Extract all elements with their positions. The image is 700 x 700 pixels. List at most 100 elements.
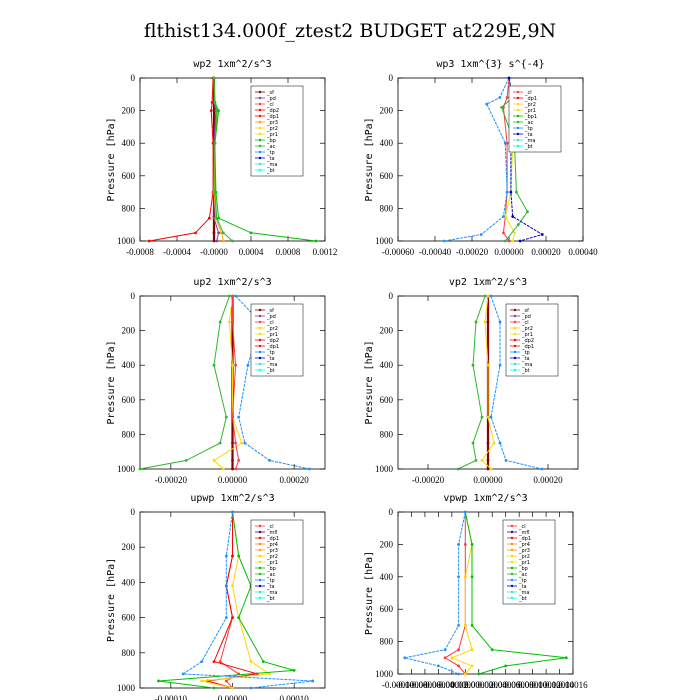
y-tick-label: 600: [380, 395, 394, 405]
series-point: [457, 543, 460, 546]
series-point: [231, 467, 234, 471]
x-tick-label: 0.00000: [218, 475, 248, 485]
x-tick-label: 0.00020: [533, 475, 563, 485]
series-point: [503, 141, 507, 145]
panel-1: wp3 1xm^{3} s^{-4} Pressure [hPa] 0 200 400 6…: [364, 59, 598, 257]
legend-label: _ac: [266, 144, 276, 150]
series-point: [311, 679, 315, 683]
legend-marker: [513, 326, 517, 330]
x-tick-label: 0.00014: [545, 680, 575, 690]
legend-label: _pr4: [518, 542, 530, 548]
legend-label: _dp2: [266, 108, 279, 114]
series-point: [489, 294, 493, 298]
legend-label: _dp1: [266, 344, 279, 350]
series-line-tp: [181, 511, 313, 689]
series-point: [217, 231, 221, 235]
series-point: [308, 467, 311, 471]
series-point: [221, 231, 225, 235]
legend-label: _cl: [524, 90, 532, 96]
legend-label: _dp1: [518, 536, 531, 542]
legend-label: _pr4: [266, 542, 278, 548]
legend-marker: [516, 138, 520, 142]
legend-label: _bp: [266, 566, 276, 572]
series-point: [477, 672, 481, 676]
series-point: [224, 679, 228, 683]
legend-marker: [510, 566, 514, 570]
series-point: [231, 320, 234, 324]
legend-label: _pr2: [521, 326, 533, 332]
legend-marker: [258, 356, 262, 360]
legend-marker: [258, 120, 262, 124]
series-point: [564, 656, 568, 660]
legend-marker: [258, 530, 262, 534]
y-tick-label: 400: [380, 138, 394, 148]
y-tick-label: 0: [131, 73, 136, 83]
series-point: [515, 190, 518, 194]
x-tick-label: -0.0008: [126, 247, 154, 257]
y-axis-label: Pressure [hPa]: [364, 340, 375, 424]
series-point: [443, 648, 447, 652]
legend-label: _ta: [518, 584, 527, 590]
series-line-bp: [464, 511, 567, 675]
panel-5: vpwp 1xm^2/s^3 Pressure [hPa] 0 200 400 600 80…: [364, 493, 588, 690]
y-tick-label: 600: [122, 171, 136, 181]
panel-0: wp2 1xm^2/s^3 Pressure [hPa] 0 200 400 600 800…: [106, 59, 337, 257]
y-tick-label: 0: [389, 291, 394, 301]
y-axis-label: Pressure [hPa]: [364, 117, 375, 201]
legend-label: _dp1: [266, 114, 279, 120]
series-point: [210, 101, 214, 104]
series-point: [450, 656, 454, 660]
series-point: [228, 294, 231, 298]
series-point: [470, 648, 474, 652]
panel-title: wp2 1xm^2/s^3: [193, 59, 271, 70]
series-point: [231, 239, 234, 243]
legend-label: _ac: [524, 120, 534, 126]
legend-label: _dp1: [266, 536, 279, 542]
legend-marker: [258, 114, 262, 118]
series-point: [231, 554, 234, 558]
legend-label: _pr3: [518, 548, 530, 554]
series-point: [503, 239, 507, 243]
legend-label: _bt: [266, 596, 275, 602]
series-point: [489, 415, 493, 419]
series-point: [471, 441, 475, 445]
panel-title: up2 1xm^2/s^3: [193, 277, 271, 288]
y-tick-label: 800: [122, 203, 136, 213]
legend-label: _pr1: [524, 108, 536, 114]
y-tick-label: 1000: [117, 236, 136, 246]
series-point: [486, 441, 490, 445]
legend-marker: [510, 560, 514, 564]
series-point: [212, 660, 216, 663]
series-line-cl: [444, 512, 466, 675]
series-point: [249, 231, 253, 235]
legend-marker: [258, 138, 262, 142]
legend-label: _ma: [524, 138, 535, 144]
series-point: [443, 656, 447, 660]
series-point: [486, 415, 490, 419]
legend-label: _pr2: [266, 554, 278, 560]
series-point: [540, 233, 544, 236]
legend-marker: [258, 590, 262, 594]
panel-title: vpwp 1xm^2/s^3: [443, 493, 527, 504]
legend-label: _ma: [266, 362, 277, 368]
series-point: [212, 686, 216, 690]
y-tick-label: 200: [380, 539, 394, 549]
series-point: [292, 669, 296, 672]
figure-title: flthist134.000f_ztest2 BUDGET at229E,9N: [143, 20, 557, 42]
series-point: [138, 467, 142, 471]
series-point: [463, 510, 467, 514]
legend-marker: [258, 344, 262, 348]
y-tick-label: 1000: [117, 464, 136, 474]
series-point: [489, 467, 493, 471]
y-tick-label: 1000: [117, 683, 136, 693]
legend-marker: [258, 326, 262, 330]
series-point: [442, 239, 446, 243]
series-point: [231, 458, 234, 462]
series-point: [498, 96, 502, 99]
series-point: [470, 664, 474, 668]
y-tick-label: 1000: [375, 464, 394, 474]
series-point: [237, 554, 241, 558]
legend-label: _cl: [518, 524, 526, 530]
series-point: [181, 672, 185, 676]
series-point: [457, 664, 460, 668]
